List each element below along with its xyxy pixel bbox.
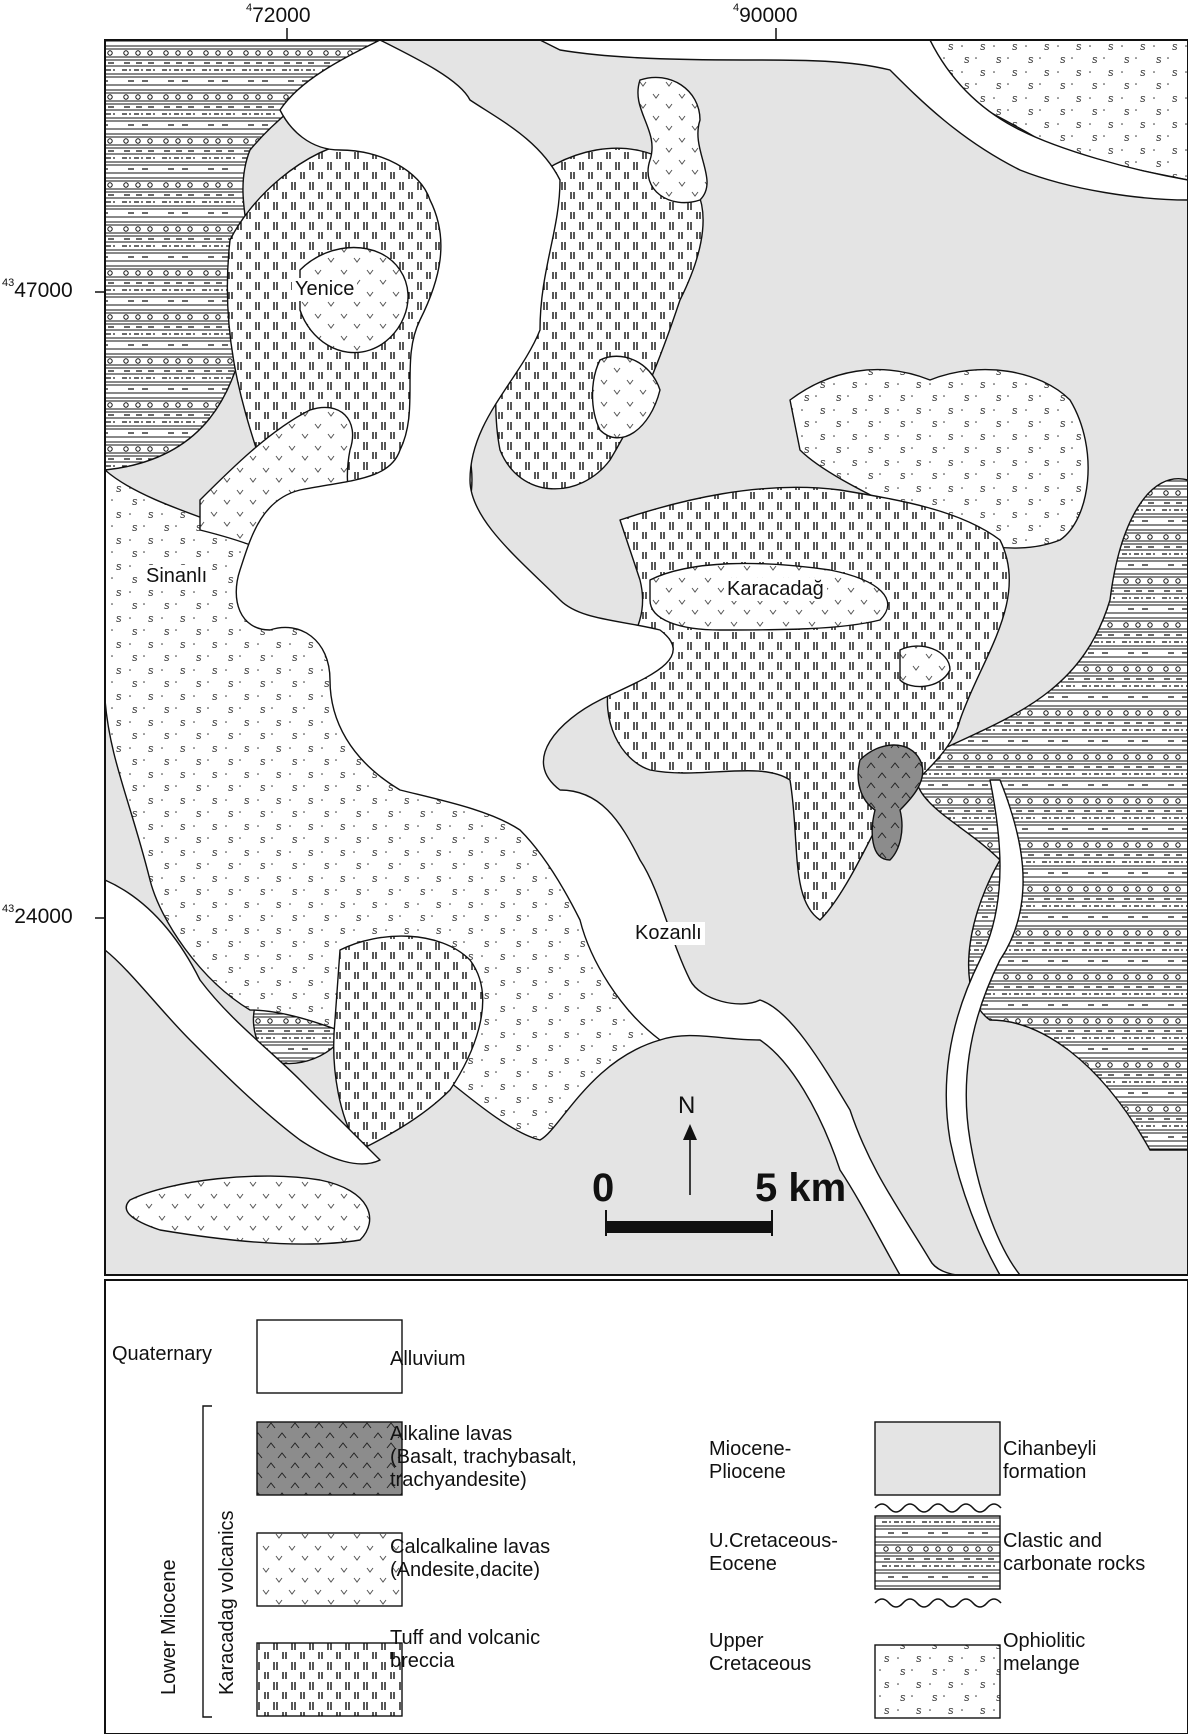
unit-calc-north-centre-2	[591, 355, 661, 439]
unit-alluvium-main	[235, 40, 961, 1275]
unconformity-1	[874, 1503, 1002, 1513]
place-karacadag: Karacadağ	[724, 578, 827, 601]
legend-calcalkaline: Calcalkaline lavas (Andesite,dacite)	[390, 1536, 551, 1581]
map-body	[105, 40, 1188, 1275]
legend-lower-miocene: Lower Miocene	[158, 1559, 180, 1695]
north-label: N	[678, 1092, 696, 1119]
scale-label-end: 5 km	[755, 1166, 847, 1210]
legend-miocene-pliocene: Miocene- Pliocene	[709, 1438, 792, 1483]
swatch-alkaline	[256, 1421, 403, 1496]
place-sinanli: Sinanlı	[143, 565, 211, 588]
unit-tuff-south	[333, 935, 484, 1151]
legend-ucret-eocene: U.Cretaceous- Eocene	[709, 1530, 838, 1575]
legend-karacadag-volcanics: Karacadag volcanics	[216, 1510, 238, 1695]
north-arrow-icon	[683, 1124, 697, 1140]
swatch-ophiolitic	[874, 1644, 1001, 1719]
legend-cihanbeyli: Cihanbeyli formation	[1003, 1438, 1097, 1483]
coord-x2: 490000	[733, 2, 798, 27]
scale-label-start: 0	[592, 1166, 615, 1210]
swatch-calcalkaline	[256, 1532, 403, 1607]
swatch-cihanbeyli	[874, 1421, 1001, 1496]
unit-alluvium-southwest	[105, 879, 381, 1165]
legend-alluvium: Alluvium	[390, 1348, 466, 1370]
unit-calc-north-centre	[637, 76, 708, 204]
legend-quaternary: Quaternary	[112, 1343, 213, 1365]
unit-calc-southwest	[125, 1175, 371, 1245]
coord-y1: 4347000	[2, 277, 73, 302]
unconformity-2	[874, 1598, 1002, 1608]
legend-alkaline: Alkaline lavas (Basalt, trachybasalt, tr…	[390, 1423, 577, 1491]
unit-alkaline	[857, 744, 924, 861]
unit-calc-east	[899, 645, 951, 688]
swatch-tuff	[256, 1642, 403, 1717]
coord-x1: 472000	[246, 2, 311, 27]
place-kozanli: Kozanlı	[632, 922, 705, 945]
swatch-alluvium	[256, 1319, 403, 1394]
swatch-clastic	[874, 1515, 1001, 1590]
scale-bar	[606, 1221, 772, 1233]
legend-bracket	[202, 1405, 212, 1718]
place-yenice: Yenice	[292, 278, 358, 301]
legend-tuff: Tuff and volcanic breccia	[390, 1627, 541, 1672]
legend-clastic: Clastic and carbonate rocks	[1003, 1530, 1146, 1575]
unit-alluvium-northeast	[539, 40, 1188, 201]
legend-upper-cretaceous: Upper Cretaceous	[709, 1630, 812, 1675]
map-frame	[104, 39, 1188, 1276]
unit-alluvium-east	[945, 779, 1024, 1275]
coord-y2: 4324000	[2, 903, 73, 928]
legend-ophiolitic: Ophiolitic melange	[1003, 1630, 1086, 1675]
